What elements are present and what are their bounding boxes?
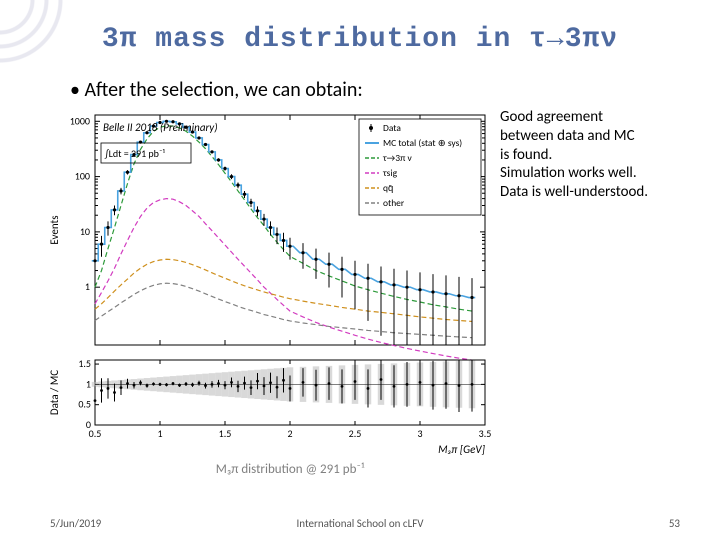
svg-text:∫Ldt = 291 pb⁻¹: ∫Ldt = 291 pb⁻¹ xyxy=(104,147,166,160)
svg-text:0.5: 0.5 xyxy=(89,427,102,440)
svg-text:Belle II 2018 (Preliminary): Belle II 2018 (Preliminary) xyxy=(103,121,218,134)
svg-text:1.5: 1.5 xyxy=(219,427,232,440)
svg-text:τ→3π ν: τ→3π ν xyxy=(382,152,412,164)
footer-page: 53 xyxy=(669,517,680,530)
footer-center: International School on cLFV xyxy=(0,517,720,530)
svg-text:qq̄: qq̄ xyxy=(383,182,393,194)
svg-text:1.5: 1.5 xyxy=(78,357,91,370)
svg-text:2.5: 2.5 xyxy=(349,427,362,440)
svg-text:10: 10 xyxy=(80,225,90,238)
svg-text:M₃π distribution @ 291 pb⁻¹: M₃π distribution @ 291 pb⁻¹ xyxy=(216,462,365,477)
side-comment-line: between data and MC xyxy=(500,127,710,146)
svg-text:Events: Events xyxy=(48,215,61,244)
side-comment-line: Data is well-understood. xyxy=(500,183,710,202)
svg-text:MC total (stat ⊕ sys): MC total (stat ⊕ sys) xyxy=(383,137,462,149)
side-comment: Good agreement between data and MC is fo… xyxy=(500,108,710,202)
svg-text:100: 100 xyxy=(75,170,90,183)
chart-svg: Events 1 10 100 1000 Belle II 2018 (Prelimina… xyxy=(40,105,495,485)
svg-text:Data / MC: Data / MC xyxy=(48,370,61,415)
svg-text:1: 1 xyxy=(157,427,162,440)
chart-container: Events 1 10 100 1000 Belle II 2018 (Prelimina… xyxy=(40,105,495,485)
svg-text:0.5: 0.5 xyxy=(78,398,91,411)
svg-text:1: 1 xyxy=(85,280,90,293)
svg-text:Data: Data xyxy=(383,122,401,134)
side-comment-line: Simulation works well. xyxy=(500,164,710,183)
svg-text:3.5: 3.5 xyxy=(479,427,492,440)
svg-text:1000: 1000 xyxy=(70,114,90,127)
svg-text:other: other xyxy=(383,197,405,209)
svg-text:1: 1 xyxy=(86,377,91,390)
side-comment-line: is found. xyxy=(500,146,710,165)
svg-text:3: 3 xyxy=(417,427,422,440)
svg-text:τsig: τsig xyxy=(382,167,398,179)
svg-text:M₃π [GeV]: M₃π [GeV] xyxy=(438,443,485,456)
svg-text:2: 2 xyxy=(287,427,292,440)
slide-title: 3π mass distribution in τ→3πν xyxy=(0,24,720,55)
bullet-text: • After the selection, we can obtain: xyxy=(70,78,363,102)
side-comment-line: Good agreement xyxy=(500,108,710,127)
